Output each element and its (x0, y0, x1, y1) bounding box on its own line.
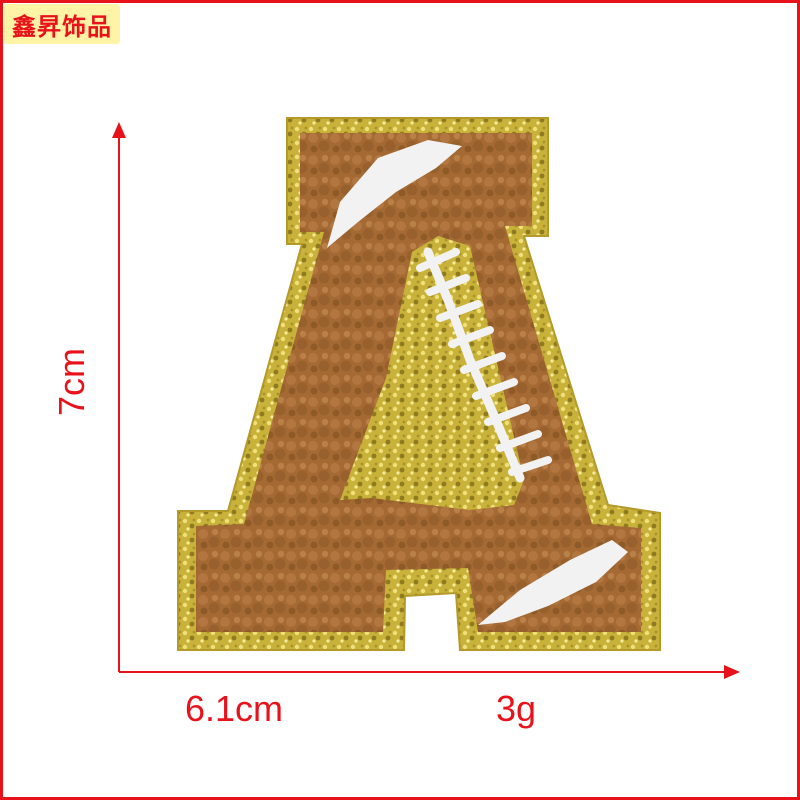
football-stripe-bottom (478, 540, 628, 625)
horizontal-arrowhead (724, 665, 740, 679)
width-measurement: 6.1cm (185, 688, 284, 729)
football-stripe-top (327, 140, 462, 248)
weight-measurement: 3g (496, 688, 537, 729)
vertical-arrowhead (112, 122, 126, 138)
brand-label: 鑫昇饰品 (4, 4, 120, 44)
football-laces-stitches (416, 248, 552, 476)
height-measurement: 7cm (51, 348, 92, 417)
chenille-letter (196, 133, 641, 632)
